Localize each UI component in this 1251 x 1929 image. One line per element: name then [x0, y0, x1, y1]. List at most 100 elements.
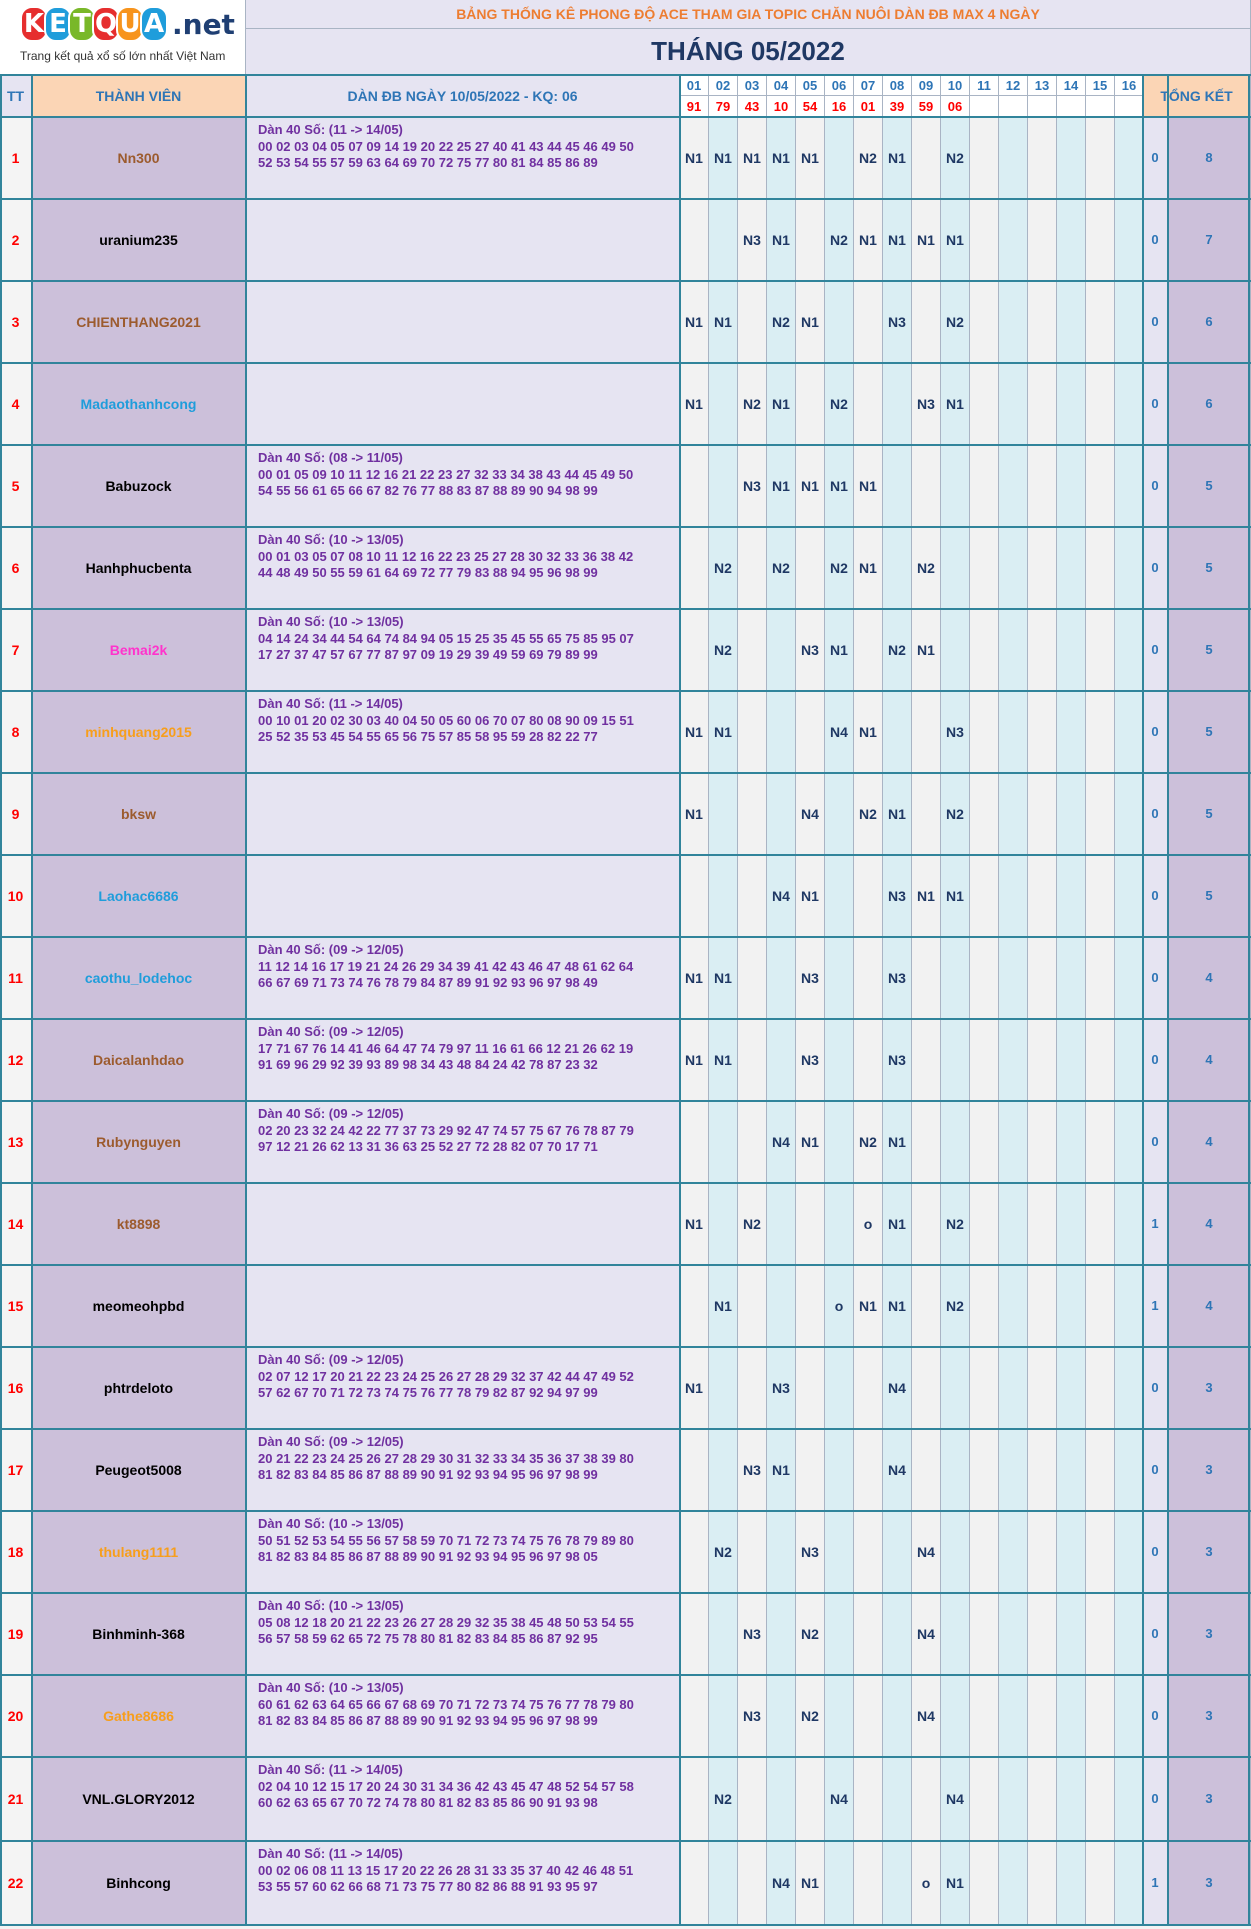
day-mark [999, 691, 1028, 773]
day-result-13 [1028, 96, 1057, 117]
day-mark: N2 [854, 1101, 883, 1183]
member-name[interactable]: minhquang2015 [32, 691, 246, 773]
member-name[interactable]: Laohac6686 [32, 855, 246, 937]
day-mark [999, 1757, 1028, 1841]
member-name[interactable]: meomeohpbd [32, 1265, 246, 1347]
day-mark [999, 1675, 1028, 1757]
day-mark: N4 [796, 773, 825, 855]
summary-hits: 0 [1143, 1511, 1168, 1593]
day-mark: N4 [767, 1101, 796, 1183]
member-name[interactable]: caothu_lodehoc [32, 937, 246, 1019]
dan-line: 54 55 56 61 65 66 67 82 76 77 88 83 87 8… [258, 483, 598, 499]
row-divider [0, 1756, 1251, 1758]
day-mark [767, 1019, 796, 1101]
day-mark [1115, 1511, 1144, 1593]
day-mark [854, 1757, 883, 1841]
row-number: 12 [0, 1019, 32, 1101]
row-divider [0, 1346, 1251, 1348]
day-mark [1115, 1019, 1144, 1101]
day-mark [738, 527, 767, 609]
member-name[interactable]: phtrdeloto [32, 1347, 246, 1429]
day-mark [1057, 855, 1086, 937]
member-name[interactable]: Binhminh-368 [32, 1593, 246, 1675]
dan-line: 52 53 54 55 57 59 63 64 69 70 72 75 77 8… [258, 155, 598, 171]
day-mark [999, 855, 1028, 937]
dan-numbers [246, 773, 680, 855]
day-mark [1057, 1675, 1086, 1757]
member-name[interactable]: Rubynguyen [32, 1101, 246, 1183]
day-mark [970, 1019, 999, 1101]
summary-total: 6 [1168, 363, 1251, 445]
day-mark: N2 [796, 1593, 825, 1675]
member-name[interactable]: thulang1111 [32, 1511, 246, 1593]
member-name[interactable]: uranium235 [32, 199, 246, 281]
day-mark: N1 [796, 117, 825, 199]
dan-line: Dàn 40 Số: (10 -> 13/05) [258, 1680, 404, 1695]
day-mark: N2 [941, 1183, 970, 1265]
member-name[interactable]: Gathe8686 [32, 1675, 246, 1757]
day-mark: N2 [738, 1183, 767, 1265]
day-mark [796, 1757, 825, 1841]
day-mark [883, 1675, 912, 1757]
day-mark [1086, 1593, 1115, 1675]
day-mark [767, 691, 796, 773]
dan-line: 11 12 14 16 17 19 21 24 26 29 34 39 41 4… [258, 958, 634, 974]
day-result-01: 91 [680, 96, 709, 117]
day-mark [680, 1265, 709, 1347]
day-mark [767, 773, 796, 855]
day-mark [825, 1841, 854, 1925]
day-result-06: 16 [825, 96, 854, 117]
member-name[interactable]: CHIENTHANG2021 [32, 281, 246, 363]
member-name[interactable]: Binhcong [32, 1841, 246, 1925]
summary-total: 3 [1168, 1675, 1251, 1757]
row-number: 19 [0, 1593, 32, 1675]
member-name[interactable]: Babuzock [32, 445, 246, 527]
member-name[interactable]: bksw [32, 773, 246, 855]
day-mark [1057, 281, 1086, 363]
day-mark [825, 855, 854, 937]
day-mark [1086, 281, 1115, 363]
day-mark [1057, 1101, 1086, 1183]
day-mark: N2 [796, 1675, 825, 1757]
row-divider [0, 280, 1251, 282]
day-mark: N1 [709, 691, 738, 773]
member-name[interactable]: Daicalanhdao [32, 1019, 246, 1101]
day-mark: N4 [767, 855, 796, 937]
summary-hits: 0 [1143, 527, 1168, 609]
day-mark: N1 [767, 1429, 796, 1511]
day-mark: N1 [767, 199, 796, 281]
row-divider [0, 1840, 1251, 1842]
member-name[interactable]: VNL.GLORY2012 [32, 1757, 246, 1841]
summary-total: 3 [1168, 1593, 1251, 1675]
day-result-09: 59 [912, 96, 941, 117]
member-name[interactable]: Nn300 [32, 117, 246, 199]
row-number: 10 [0, 855, 32, 937]
day-mark [912, 1183, 941, 1265]
day-mark [854, 1841, 883, 1925]
day-mark [738, 1347, 767, 1429]
summary-hits: 0 [1143, 773, 1168, 855]
day-mark [883, 691, 912, 773]
member-name[interactable]: Hanhphucbenta [32, 527, 246, 609]
member-name[interactable]: kt8898 [32, 1183, 246, 1265]
member-name[interactable]: Bemai2k [32, 609, 246, 691]
dan-line: 20 21 22 23 24 25 26 27 28 29 30 31 32 3… [258, 1450, 634, 1466]
day-mark [999, 1429, 1028, 1511]
dan-line: 66 67 69 71 73 74 76 78 79 84 87 89 91 9… [258, 975, 598, 991]
day-mark [1086, 1841, 1115, 1925]
day-mark: N4 [912, 1675, 941, 1757]
day-mark [1028, 609, 1057, 691]
day-mark: N2 [825, 363, 854, 445]
dan-line: Dàn 40 Số: (09 -> 12/05) [258, 942, 404, 957]
day-mark [796, 691, 825, 773]
dan-line: 50 51 52 53 54 55 56 57 58 59 70 71 72 7… [258, 1532, 634, 1548]
banner-title: BẢNG THỐNG KÊ PHONG ĐỘ ACE THAM GIA TOPI… [246, 0, 1251, 29]
day-mark: N2 [709, 609, 738, 691]
dan-line: Dàn 40 Số: (09 -> 12/05) [258, 1352, 404, 1367]
day-mark [1115, 937, 1144, 1019]
ketqua-logo[interactable]: K E T QU A .net [20, 6, 235, 42]
member-name[interactable]: Peugeot5008 [32, 1429, 246, 1511]
day-mark [883, 1511, 912, 1593]
day-mark [941, 609, 970, 691]
member-name[interactable]: Madaothanhcong [32, 363, 246, 445]
